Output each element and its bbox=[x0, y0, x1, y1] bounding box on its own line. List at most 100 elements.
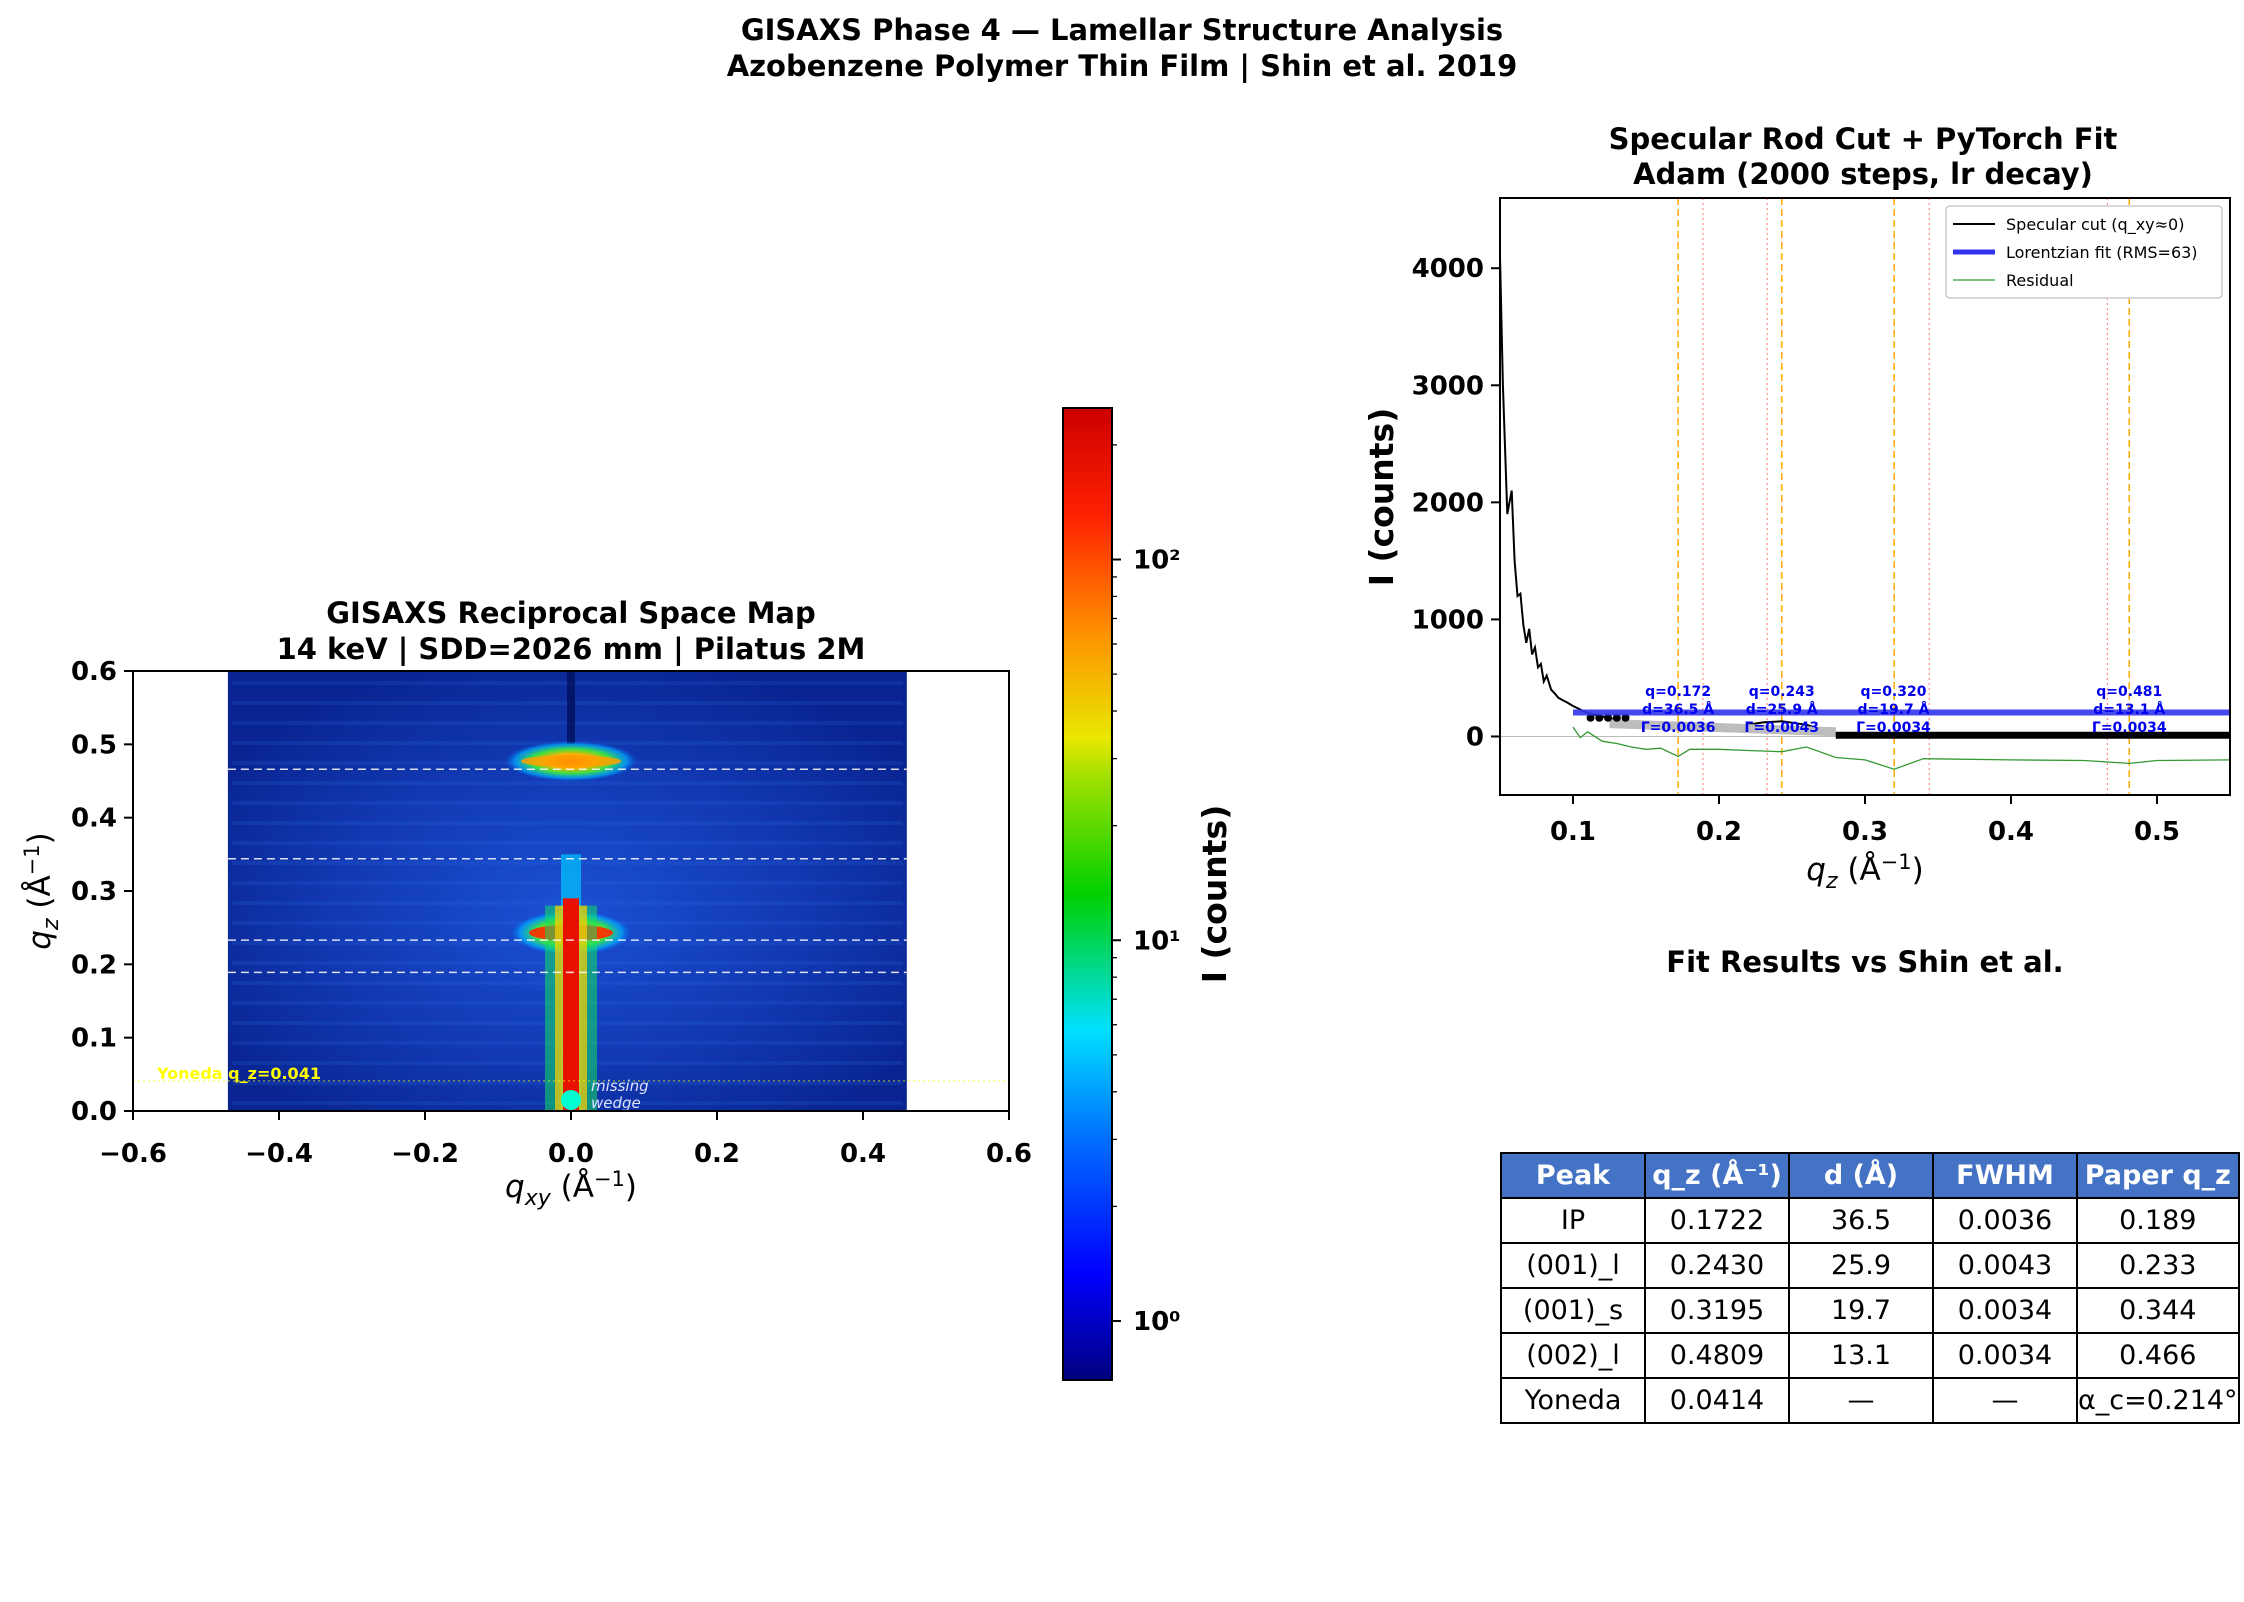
specular-fit-plot: 0.1 0.2 0.3 0.4 0.5 0 1000 2000 3000 4000 q=0.172… bbox=[1362, 197, 2231, 894]
fit-results-table: Peak q_z (Å⁻¹) d (Å) FWHM Paper q_z IP 0.1722… bbox=[1500, 1152, 2240, 1424]
peak-annotation-d: d=13.1 Å bbox=[2093, 701, 2165, 718]
colorbar-tick-label: 10² bbox=[1133, 546, 1181, 576]
table-column-header: d (Å) bbox=[1788, 1152, 1934, 1199]
legend-entry: Specular cut (q_xy≈0) bbox=[2006, 215, 2184, 235]
cut-data-point bbox=[1586, 713, 1595, 722]
map-ylabel: qz (Å−1) bbox=[20, 832, 64, 949]
map-ytick-label: 0.2 bbox=[71, 950, 117, 980]
fit-ylabel: I (counts) bbox=[1362, 408, 1401, 587]
fit-legend: Specular cut (q_xy≈0) Lorentzian fit (RMS… bbox=[1945, 205, 2223, 299]
map-xlabel: qxy (Å−1) bbox=[505, 1167, 637, 1211]
table-column-header: FWHM bbox=[1932, 1152, 2078, 1199]
table-cell: (001)_l bbox=[1500, 1242, 1646, 1289]
peak-annotation-q: q=0.243 bbox=[1749, 684, 1815, 700]
fit-xtick-label: 0.3 bbox=[1842, 817, 1888, 847]
fit-plot-area bbox=[1500, 198, 2230, 795]
peak-annotation-d: d=19.7 Å bbox=[1857, 701, 1929, 718]
table-column-header: q_z (Å⁻¹) bbox=[1644, 1152, 1790, 1199]
beamstop-shadow bbox=[567, 671, 575, 745]
table-cell: (002)_l bbox=[1500, 1332, 1646, 1379]
table-cell: IP bbox=[1500, 1197, 1646, 1244]
colorbar-label: I (counts) bbox=[1195, 805, 1234, 984]
map-ytick-label: 0.1 bbox=[71, 1024, 117, 1054]
table-cell: Yoneda bbox=[1500, 1377, 1646, 1424]
peak-annotation-gamma: Γ=0.0034 bbox=[2092, 720, 2167, 736]
fit-ytick-label: 1000 bbox=[1412, 605, 1484, 635]
table-row: IP 0.1722 36.5 0.0036 0.189 bbox=[1500, 1197, 2240, 1244]
peak-annotation-gamma: Γ=0.0034 bbox=[1856, 720, 1931, 736]
speckle-band bbox=[231, 781, 903, 785]
fit-ytick-label: 2000 bbox=[1412, 488, 1484, 518]
table-cell: 25.9 bbox=[1788, 1242, 1934, 1289]
table-cell: 0.233 bbox=[2076, 1242, 2240, 1289]
table-cell: 0.189 bbox=[2076, 1197, 2240, 1244]
table-cell: 0.0414 bbox=[1644, 1377, 1790, 1424]
table-cell: 0.4809 bbox=[1644, 1332, 1790, 1379]
table-cell: 0.0034 bbox=[1932, 1332, 2078, 1379]
peak-annotation-q: q=0.320 bbox=[1860, 684, 1926, 700]
fit-title-line2: Adam (2000 steps, lr decay) bbox=[1633, 157, 2093, 191]
table-cell: 0.344 bbox=[2076, 1287, 2240, 1334]
cut-data-point bbox=[1595, 713, 1604, 722]
table-cell: — bbox=[1932, 1377, 2078, 1424]
legend-entry: Residual bbox=[2006, 271, 2074, 290]
speckle-band bbox=[231, 801, 903, 805]
fit-xlabel: qz (Å−1) bbox=[1806, 850, 1923, 894]
peak-annotation-gamma: Γ=0.0036 bbox=[1641, 720, 1716, 736]
table-column-header: Peak bbox=[1500, 1152, 1646, 1199]
map-title-line1: GISAXS Reciprocal Space Map bbox=[326, 596, 816, 630]
table-cell: 0.3195 bbox=[1644, 1287, 1790, 1334]
table-cell: (001)_s bbox=[1500, 1287, 1646, 1334]
colorbar-gradient bbox=[1062, 407, 1113, 1381]
map-ytick-label: 0.0 bbox=[71, 1097, 117, 1127]
table-cell: 0.0036 bbox=[1932, 1197, 2078, 1244]
table-cell: 0.0043 bbox=[1932, 1242, 2078, 1289]
figure-title-line2: Azobenzene Polymer Thin Film | Shin et a… bbox=[726, 49, 1518, 83]
fit-xtick-label: 0.1 bbox=[1550, 817, 1596, 847]
specular-rod-core bbox=[563, 898, 579, 1111]
map-axes: −0.6 −0.4 −0.2 0.0 0.2 0.4 0.6 0.0 0.1 0.2 0.3 0.4 0… bbox=[71, 657, 1032, 1169]
colorbar-tick-label: 10⁰ bbox=[1133, 1307, 1181, 1337]
cut-data-point bbox=[1621, 713, 1630, 722]
fit-axes: 0.1 0.2 0.3 0.4 0.5 0 1000 2000 3000 4000 bbox=[1412, 254, 2180, 847]
map-xtick-label: −0.6 bbox=[99, 1139, 167, 1169]
peak-annotation-q: q=0.481 bbox=[2096, 684, 2162, 700]
map-ytick-label: 0.5 bbox=[71, 730, 117, 760]
map-xtick-label: 0.2 bbox=[694, 1139, 740, 1169]
cut-band-grey bbox=[1609, 719, 1836, 737]
peak-annotation-q: q=0.172 bbox=[1645, 684, 1711, 700]
table-cell: 0.0034 bbox=[1932, 1287, 2078, 1334]
colorbar-ticks: 10⁰ 10¹ 10² bbox=[1112, 444, 1181, 1337]
figure-title-line1: GISAXS Phase 4 — Lamellar Structure Anal… bbox=[740, 13, 1504, 47]
fit-xtick-label: 0.2 bbox=[1696, 817, 1742, 847]
table-cell: α_c=0.214° bbox=[2076, 1377, 2240, 1424]
cut-data-point bbox=[1604, 713, 1613, 722]
direct-beam-spot bbox=[561, 1090, 581, 1110]
peak-annotation-d: d=25.9 Å bbox=[1746, 701, 1818, 718]
table-row: (001)_l 0.2430 25.9 0.0043 0.233 bbox=[1500, 1242, 2240, 1289]
map-xtick-label: 0.4 bbox=[840, 1139, 886, 1169]
table-cell: 0.2430 bbox=[1644, 1242, 1790, 1289]
map-xtick-label: −0.4 bbox=[245, 1139, 313, 1169]
table-cell: 0.1722 bbox=[1644, 1197, 1790, 1244]
table-cell: 19.7 bbox=[1788, 1287, 1934, 1334]
map-ytick-label: 0.3 bbox=[71, 877, 117, 907]
speckle-band bbox=[231, 841, 903, 845]
yoneda-label: Yoneda q_z=0.041 bbox=[156, 1064, 321, 1083]
peak-annotation-d: d=36.5 Å bbox=[1642, 701, 1714, 718]
table-cell: 13.1 bbox=[1788, 1332, 1934, 1379]
fit-xtick-label: 0.4 bbox=[1988, 817, 2034, 847]
table-row: (002)_l 0.4809 13.1 0.0034 0.466 bbox=[1500, 1332, 2240, 1379]
colorbar: 10⁰ 10¹ 10² I (counts) bbox=[1062, 407, 1234, 1381]
specular-cut-line bbox=[1500, 256, 2230, 737]
map-ytick-label: 0.6 bbox=[71, 657, 117, 687]
legend-entry: Lorentzian fit (RMS=63) bbox=[2006, 243, 2198, 262]
table-column-header: Paper q_z bbox=[2076, 1152, 2240, 1199]
table-cell: 36.5 bbox=[1788, 1197, 1934, 1244]
map-xtick-label: −0.2 bbox=[391, 1139, 459, 1169]
missing-wedge-label-2: wedge bbox=[591, 1094, 641, 1112]
